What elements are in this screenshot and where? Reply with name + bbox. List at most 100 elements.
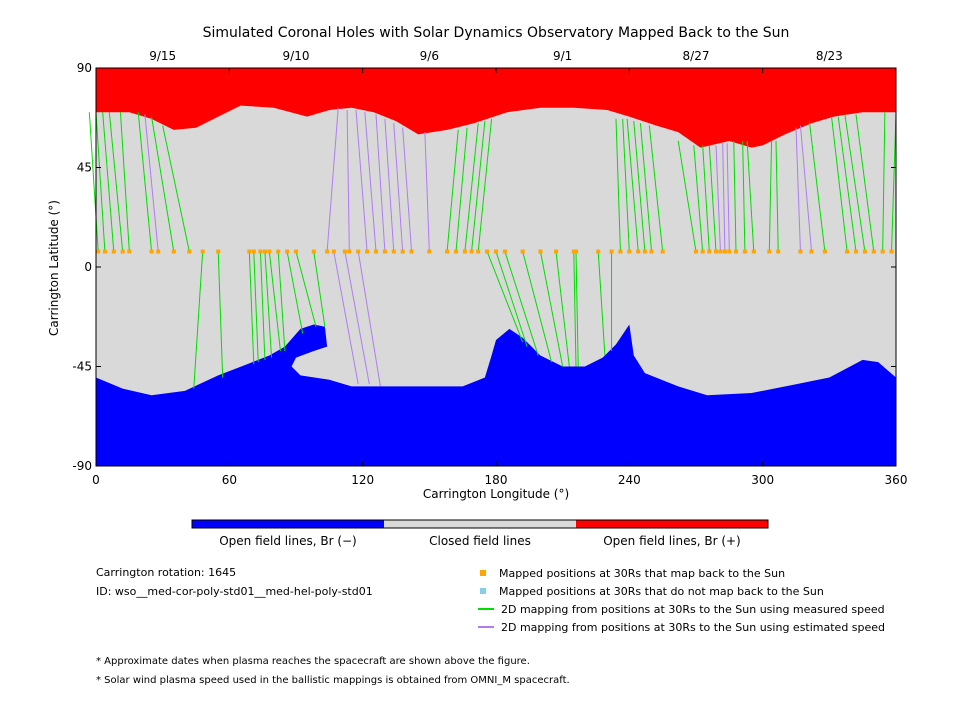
legend-measured: 2D mapping from positions at 30Rs to the…: [478, 602, 885, 616]
carrington-rotation: Carrington rotation: 1645: [96, 566, 237, 579]
colorbar-label: Open field lines, Br (−): [219, 534, 357, 548]
mapping-line: [346, 110, 350, 252]
mapped-position-point: [574, 249, 578, 254]
colorbar-segment: [576, 520, 768, 528]
mapping-line: [573, 251, 577, 367]
mapping-line: [355, 109, 368, 252]
mapping-line: [88, 112, 99, 252]
mapping-line: [393, 123, 404, 252]
y-tick-label: -90: [72, 459, 92, 473]
mapping-line: [504, 251, 539, 356]
mapping-line: [264, 251, 273, 358]
mapping-line: [808, 121, 826, 252]
mapped-position-point: [127, 249, 132, 254]
mapping-line: [615, 118, 621, 252]
axes: 0 60 120 180 240 300 360 90 45 0 -45 -90 9/15 9/10 9/6…: [72, 49, 907, 487]
mapping-line: [464, 123, 479, 252]
mapped-position-point: [382, 249, 387, 254]
mapping-line: [108, 112, 124, 252]
mapped-position-point: [276, 249, 281, 254]
mapped-position-point: [285, 249, 290, 254]
mapped-position-point: [751, 249, 756, 254]
mapping-line: [286, 251, 304, 334]
y-axis-label: Carrington Latitude (°): [47, 200, 61, 336]
mapped-position-point: [409, 249, 414, 254]
model-id: ID: wso__med-cor-poly-std01__med-hel-pol…: [96, 585, 373, 598]
mapping-line: [648, 125, 664, 252]
x-tick-label: 120: [351, 473, 374, 487]
mapped-position-point: [854, 249, 858, 254]
mapping-lines: [88, 107, 897, 389]
mapping-line: [333, 251, 359, 385]
mapped-position-point: [727, 249, 732, 254]
x-tick-label: 60: [222, 473, 237, 487]
colorbar-segment: [192, 520, 384, 528]
mapped-position-point: [331, 249, 336, 254]
mapping-line: [795, 127, 801, 252]
mapped-position-point: [391, 249, 396, 254]
colorbar-segment: [384, 520, 576, 528]
colorbar-label: Closed field lines: [429, 534, 531, 548]
mapped-position-point: [714, 249, 718, 254]
mapping-line: [424, 132, 430, 252]
date-tick-label: 8/27: [683, 49, 710, 63]
mapping-line: [882, 112, 886, 252]
mapped-position-point: [187, 249, 192, 254]
mapping-line: [151, 116, 175, 252]
mapped-position-point: [294, 249, 298, 254]
mapping-line: [702, 145, 710, 252]
legend-mapped-swatch: [480, 570, 486, 576]
mapped-position-point: [171, 249, 176, 254]
mapping-line: [162, 125, 190, 252]
mapping-line: [831, 116, 848, 252]
mapping-line: [693, 145, 704, 252]
mapped-position-point: [485, 249, 490, 254]
mapped-position-point: [258, 249, 263, 254]
date-tick-label: 8/23: [816, 49, 843, 63]
mapped-position-point: [798, 249, 803, 254]
mapped-position-point: [862, 249, 867, 254]
mapping-line: [555, 251, 570, 367]
north-coronal-hole: [96, 68, 896, 148]
mapping-line: [248, 251, 255, 365]
mapped-position-point: [469, 249, 474, 254]
mapping-line: [768, 140, 773, 252]
mapping-line: [575, 251, 579, 367]
mapped-position-point: [251, 249, 256, 254]
mapped-position-point: [694, 249, 698, 254]
mapped-position-point: [494, 249, 498, 254]
mapping-line: [486, 251, 524, 343]
mapping-line: [364, 112, 377, 252]
mapped-position-point: [822, 249, 827, 254]
x-tick-label: 180: [485, 473, 508, 487]
mapped-position-point: [649, 249, 654, 254]
mapping-line: [471, 121, 486, 252]
mapped-position-point: [538, 249, 543, 254]
date-tick-label: 9/6: [420, 49, 439, 63]
mapping-line: [855, 114, 875, 252]
mapped-position-point: [722, 249, 727, 254]
mapping-line: [384, 118, 395, 252]
mapped-position-point: [216, 249, 221, 254]
colorbar-label: Open field lines, Br (+): [603, 534, 741, 548]
legend-measured-label: 2D mapping from positions at 30Rs to the…: [501, 602, 885, 616]
legend-not-mapped: Mapped positions at 30Rs that do not map…: [478, 584, 824, 598]
mapped-position-point: [776, 249, 781, 254]
mapping-line: [455, 127, 468, 252]
mapped-position-point: [347, 249, 352, 254]
mapped-positions: [96, 249, 894, 254]
mapping-line: [837, 116, 857, 252]
mapped-position-point: [554, 249, 558, 254]
mapped-position-point: [156, 249, 161, 254]
mapped-position-point: [609, 249, 614, 254]
mapping-line: [277, 251, 286, 352]
mapping-line: [217, 251, 224, 378]
mapping-line: [119, 112, 130, 252]
mapped-position-point: [636, 249, 641, 254]
mapping-line: [477, 118, 493, 252]
date-tick-label: 9/1: [553, 49, 572, 63]
mapped-position-point: [596, 249, 601, 254]
x-tick-label: 0: [92, 473, 100, 487]
mapped-position-point: [96, 249, 101, 254]
